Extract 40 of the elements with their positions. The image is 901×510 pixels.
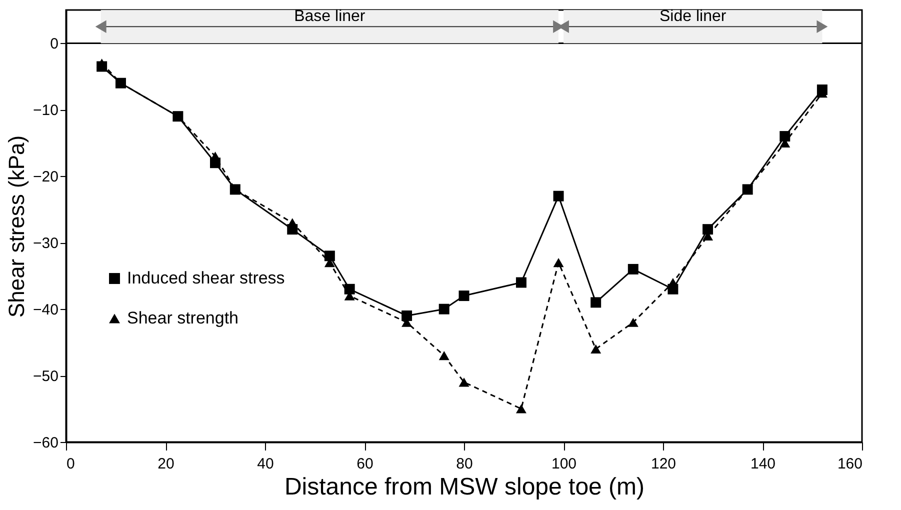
point [344,284,355,294]
y-tick-label: −60 [33,434,58,452]
x-axis-title: Distance from MSW slope toe (m) [284,474,645,500]
x-tick-label: 20 [158,456,174,472]
point [780,131,790,142]
y-tick-label: −20 [33,168,58,186]
point [628,264,638,274]
x-tick-label: 60 [356,456,374,472]
x-tick-label: 40 [257,456,274,472]
point [458,378,470,387]
y-tick-label: −40 [33,302,58,319]
band-label: Base liner [294,8,366,25]
point [438,304,450,314]
x-tick-label: 160 [837,456,862,472]
y-axis-title: Shear stress (kPa) [4,135,30,318]
y-tick-label: −30 [33,235,58,252]
point [324,250,335,262]
x-tick-label: 120 [650,456,676,472]
point [516,404,526,414]
point [628,318,638,327]
point [516,277,526,288]
point [590,344,602,354]
legend-label: Induced shear stress [127,268,285,288]
y-tick-label: −50 [33,368,58,386]
point [402,310,412,321]
x-tick-label: 140 [750,456,776,472]
point [458,290,470,302]
point [438,351,450,360]
point [287,218,298,228]
point [553,258,564,268]
y-tick-label: −10 [33,102,58,120]
y-tick-label: 0 [50,36,58,53]
point [702,224,714,235]
point [590,297,602,308]
x-tick-label: 0 [66,456,75,472]
band-label: Side liner [660,8,727,25]
legend-label: Shear strength [127,308,239,328]
x-tick-label: 100 [551,456,577,472]
point [553,190,564,202]
x-tick-label: 80 [456,456,473,472]
